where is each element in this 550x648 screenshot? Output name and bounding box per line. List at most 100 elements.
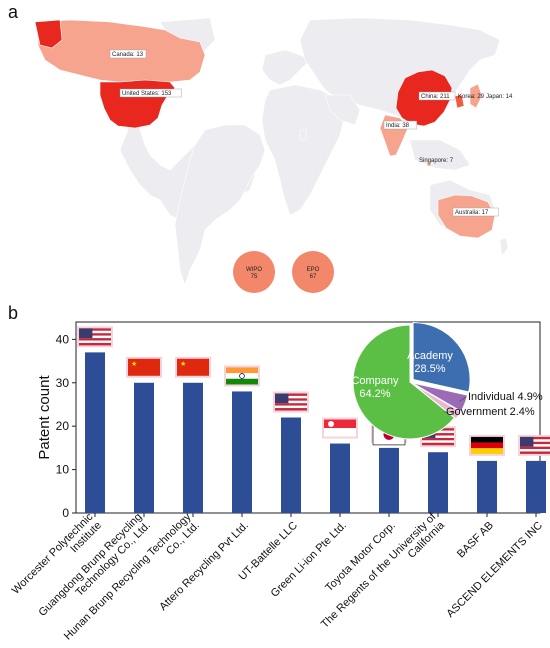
flag-stripe [422, 433, 454, 436]
flag-canton [79, 328, 93, 339]
flag-stripe [79, 340, 111, 343]
flag-stripe [79, 328, 111, 331]
x-category-label-line: ASCEND ELEMENTS INC [444, 519, 545, 620]
wipo-label: WIPO [246, 267, 262, 273]
wipo-value: 75 [251, 274, 258, 280]
y-tick-label: 10 [56, 463, 70, 477]
germany-flag [469, 434, 505, 456]
flag-band [324, 419, 356, 429]
x-category-label: BASF AB [455, 519, 496, 560]
pie-leader-individual [459, 396, 467, 402]
flag-stripe [275, 400, 307, 404]
flag-stripe [79, 333, 111, 336]
bar [183, 382, 203, 513]
flag-band [471, 442, 503, 449]
flag-stripe [520, 446, 550, 450]
flag-band [226, 378, 258, 385]
china-flag: ★ [126, 356, 162, 378]
flag-stripe [520, 439, 550, 442]
india-label-box [383, 120, 417, 130]
korea-label: Korea: 29 [458, 94, 485, 100]
flag-band [471, 448, 503, 454]
flag-stripe [422, 440, 454, 443]
us-flag [77, 326, 113, 348]
bar [526, 460, 546, 513]
flag-stripe [422, 435, 454, 438]
y-axis-label: Patent count [36, 375, 53, 460]
flag-crescent [328, 421, 334, 428]
flag-field [177, 358, 209, 376]
united-states-label-box [119, 88, 182, 98]
pie-label-company: Company [351, 375, 399, 387]
land-region [324, 94, 361, 126]
land-region [299, 129, 307, 141]
flag-band [471, 436, 503, 443]
panel-a-label: a [8, 2, 19, 22]
flag-stripe [520, 449, 550, 452]
flag-chakra [239, 373, 245, 379]
flag-stripe [79, 330, 111, 334]
pie-slice-company [352, 324, 456, 440]
flag-stripe [275, 398, 307, 401]
bar [134, 382, 154, 513]
flag-stripe [275, 408, 307, 411]
pie-slice-academy [412, 321, 471, 393]
bar [477, 460, 497, 513]
flag-band [324, 428, 356, 437]
australia-label-box [452, 207, 499, 217]
canada-label: Canada: 13 [112, 52, 144, 58]
singapore-flag [322, 417, 358, 439]
pie-slice-government [411, 382, 462, 420]
bar [281, 417, 301, 513]
plot-frame [75, 321, 541, 514]
pie-label-academy: Academy [407, 350, 453, 362]
flag-stripe [520, 451, 550, 454]
bar [232, 391, 252, 513]
flag-canton [275, 393, 289, 404]
land-region [261, 49, 311, 86]
epo-label: EPO [307, 267, 320, 273]
land-region [499, 237, 509, 257]
y-tick-label: 0 [62, 506, 69, 520]
singapore-label: Singapore: 7 [419, 158, 454, 164]
australia-label: Australia: 17 [455, 210, 489, 216]
china-label-box [418, 91, 456, 101]
flag-stripe [79, 342, 111, 346]
japan-region [469, 83, 483, 109]
china-label: China: 211 [421, 94, 450, 100]
y-tick-label: 20 [56, 419, 70, 433]
x-category-label: ASCEND ELEMENTS INC [444, 519, 545, 620]
japan-label: Japan: 14 [486, 94, 513, 100]
x-category-label-line: BASF AB [455, 519, 496, 560]
land-region [174, 124, 266, 286]
flag-field [128, 358, 160, 376]
flag-stripe [520, 436, 550, 440]
y-tick-label: 40 [56, 332, 70, 346]
flag-stripe [79, 338, 111, 341]
korea-region [454, 94, 465, 109]
bar [379, 447, 399, 513]
singapore-region [426, 161, 432, 167]
india-flag [224, 365, 260, 387]
flag-star: ★ [131, 360, 137, 368]
epo-value: 67 [310, 274, 317, 280]
us-flag [273, 391, 309, 413]
flag-stripe [520, 441, 550, 445]
flag-stripe [79, 335, 111, 339]
pie-label-individual: Individual 4.9% [468, 391, 543, 403]
flag-band [226, 373, 258, 379]
flag-stripe [275, 403, 307, 406]
united-states-region [34, 19, 63, 49]
y-tick-label: 30 [56, 376, 70, 390]
united-states-label: United States: 153 [122, 91, 172, 97]
pie-label-government: Government 2.4% [446, 406, 535, 418]
australia-region [437, 194, 496, 239]
map-labels: Canada: 13 United States: 153 China: 211 Ko… [109, 49, 513, 217]
flag-band [226, 367, 258, 374]
flag-canton [520, 436, 534, 447]
canada-label-box [109, 49, 147, 59]
panel-b-label: b [8, 303, 19, 323]
china-flag: ★ [175, 356, 211, 378]
flag-stripe [422, 442, 454, 446]
flag-stripe [275, 405, 307, 409]
